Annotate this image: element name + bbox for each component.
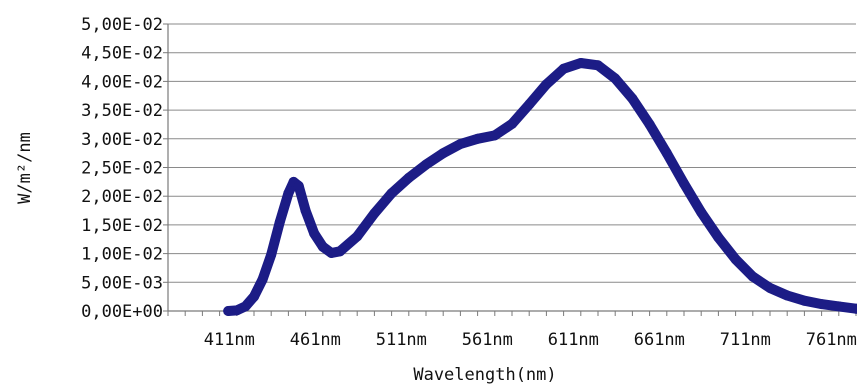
data-point <box>283 188 294 199</box>
data-point <box>558 63 569 74</box>
data-point <box>593 60 603 71</box>
grid-lines <box>163 23 857 316</box>
data-point <box>249 291 259 302</box>
data-point <box>240 301 251 312</box>
data-point <box>782 290 793 301</box>
data-point <box>455 139 466 149</box>
data-point <box>421 159 431 170</box>
x-tick-label: 711nm <box>720 330 771 350</box>
x-axis-title: Wavelength(nm) <box>413 365 556 385</box>
data-point <box>644 119 655 130</box>
data-point <box>816 299 827 310</box>
y-tick-label: 2,50E-02 <box>81 159 163 179</box>
y-axis-tick-labels: 0,00E+00 5,00E-03 1,00E-02 1,50E-02 2,00E-02… <box>81 15 163 322</box>
x-tick-label: 561nm <box>462 330 513 350</box>
data-point <box>851 303 857 314</box>
data-point <box>326 248 337 258</box>
x-tick-label: 511nm <box>376 330 427 350</box>
data-point <box>747 271 758 282</box>
data-point <box>627 93 638 104</box>
data-point <box>472 133 483 144</box>
data-point <box>266 249 277 260</box>
data-point <box>833 301 844 312</box>
data-point <box>696 207 707 218</box>
data-point <box>507 118 517 129</box>
x-axis-tick-labels: 411nm 461nm 511nm 561nm 611nm 661nm 711nm 761nm <box>204 330 857 350</box>
data-point <box>541 79 552 90</box>
data-point <box>257 274 268 285</box>
data-point <box>524 99 535 110</box>
data-point <box>309 228 320 239</box>
y-tick-label: 1,00E-02 <box>81 245 163 265</box>
data-point <box>799 295 810 306</box>
data-point <box>575 58 586 68</box>
x-tick-label: 411nm <box>204 330 255 350</box>
series-layer <box>223 58 857 316</box>
data-point <box>223 306 234 316</box>
data-point <box>713 232 724 243</box>
data-point <box>438 148 449 159</box>
x-tick-label: 661nm <box>634 330 685 350</box>
x-tick-label: 611nm <box>548 330 599 350</box>
y-tick-label: 5,00E-03 <box>81 273 163 293</box>
data-point <box>352 231 363 242</box>
data-point <box>317 241 328 252</box>
data-point <box>300 205 311 216</box>
data-point <box>386 188 397 199</box>
y-tick-label: 5,00E-02 <box>81 15 163 35</box>
data-point <box>765 283 775 293</box>
data-point <box>369 208 380 219</box>
data-point <box>489 130 500 141</box>
y-tick-label: 4,50E-02 <box>81 44 163 64</box>
series-line-0 <box>223 58 857 316</box>
data-point <box>610 73 621 84</box>
y-axis-title: W/m²/nm <box>15 132 35 204</box>
data-point <box>231 305 242 316</box>
y-tick-label: 4,00E-02 <box>81 72 163 92</box>
y-tick-label: 1,50E-02 <box>81 216 163 236</box>
x-tick-label: 761nm <box>806 330 857 350</box>
x-tick-label: 461nm <box>290 330 341 350</box>
data-point <box>335 246 345 257</box>
y-tick-label: 3,00E-02 <box>81 130 163 150</box>
data-point <box>679 178 689 189</box>
y-tick-label: 2,00E-02 <box>81 187 163 207</box>
data-point <box>661 148 672 159</box>
y-tick-label: 3,50E-02 <box>81 101 163 121</box>
data-point <box>293 180 304 191</box>
data-point <box>403 172 414 183</box>
data-point <box>730 254 741 265</box>
data-point <box>274 217 285 227</box>
y-tick-label: 0,00E+00 <box>81 302 163 322</box>
